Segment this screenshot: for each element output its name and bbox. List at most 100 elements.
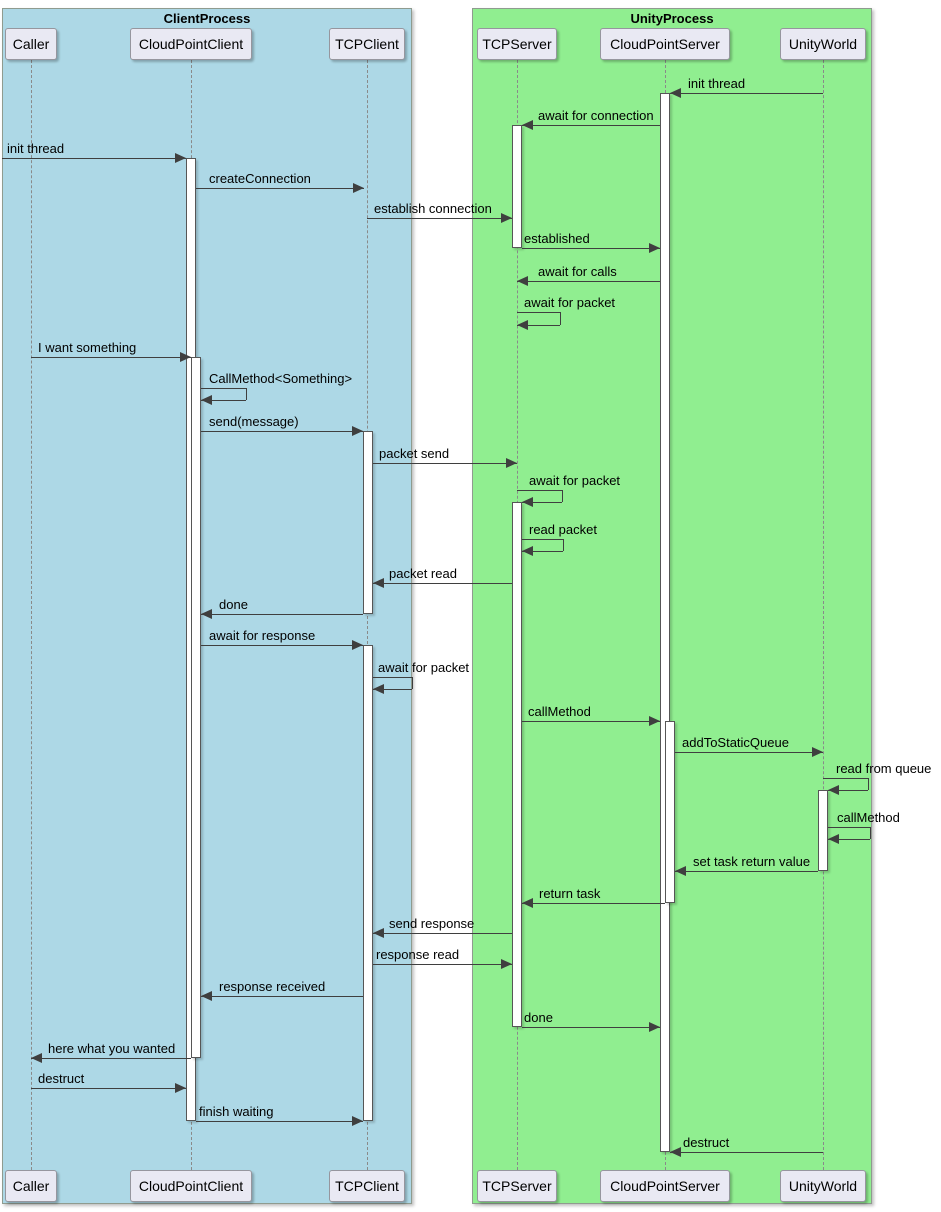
message-label: await for response — [209, 628, 316, 643]
message-label: send response — [389, 916, 475, 931]
message-line — [201, 614, 363, 615]
message-line — [670, 93, 823, 94]
message-label: destruct — [683, 1135, 730, 1150]
activation-bar — [512, 502, 522, 1027]
message-label: established — [524, 231, 590, 246]
message-label: establish connection — [374, 201, 492, 216]
process-group-title: ClientProcess — [163, 11, 251, 26]
message-line — [522, 903, 665, 904]
message-line — [201, 431, 363, 432]
message-line — [367, 218, 512, 219]
arrowhead-right-icon — [501, 959, 512, 969]
activation-bar — [818, 790, 828, 871]
message-line — [373, 583, 512, 584]
message-line — [373, 933, 512, 934]
arrowhead-right-icon — [501, 213, 512, 223]
message-label: finish waiting — [199, 1104, 274, 1119]
arrowhead-left-icon — [201, 991, 212, 1001]
message-label: callMethod — [528, 704, 591, 719]
arrowhead-left-icon — [675, 866, 686, 876]
participant-caller-top: Caller — [5, 28, 57, 60]
arrowhead-left-icon — [522, 898, 533, 908]
message-label: send(message) — [209, 414, 299, 429]
arrowhead-left-icon — [670, 88, 681, 98]
message-line — [196, 1121, 363, 1122]
participant-cloudpointserver-top: CloudPointServer — [600, 28, 730, 60]
message-label: set task return value — [693, 854, 811, 869]
message-label: createConnection — [209, 171, 311, 186]
process-group-title: UnityProcess — [630, 11, 714, 26]
self-message-label: CallMethod<Something> — [209, 371, 353, 386]
self-message-label: read from queue — [836, 761, 932, 776]
arrowhead-right-icon — [506, 458, 517, 468]
message-line — [522, 248, 660, 249]
message-line — [670, 1152, 823, 1153]
arrowhead-left-icon — [373, 684, 384, 694]
message-line — [201, 996, 363, 997]
self-message-right-line — [246, 388, 247, 400]
self-message-right-line — [412, 677, 413, 689]
message-line — [196, 188, 364, 189]
message-label: response received — [219, 979, 326, 994]
self-message-right-line — [562, 490, 563, 502]
arrowhead-left-icon — [373, 928, 384, 938]
message-line — [373, 964, 512, 965]
arrowhead-right-icon — [175, 153, 186, 163]
arrowhead-right-icon — [353, 183, 364, 193]
self-message-right-line — [870, 827, 871, 839]
message-line — [373, 463, 517, 464]
self-message-bottom-line — [828, 839, 870, 840]
arrowhead-left-icon — [522, 546, 533, 556]
arrowhead-left-icon — [522, 497, 533, 507]
message-line — [517, 281, 660, 282]
arrowhead-left-icon — [373, 578, 384, 588]
message-label: addToStaticQueue — [682, 735, 789, 750]
self-message-label: await for packet — [529, 473, 621, 488]
message-label: destruct — [38, 1071, 85, 1086]
arrowhead-left-icon — [31, 1053, 42, 1063]
message-line — [201, 645, 363, 646]
participant-cloudpointclient-bottom: CloudPointClient — [130, 1170, 252, 1202]
activation-bar — [512, 125, 522, 248]
message-label: done — [524, 1010, 553, 1025]
self-message-bottom-line — [522, 502, 562, 503]
self-message-top-line — [823, 778, 868, 779]
message-line — [675, 871, 818, 872]
arrowhead-right-icon — [649, 243, 660, 253]
arrowhead-left-icon — [522, 120, 533, 130]
arrowhead-left-icon — [201, 395, 212, 405]
activation-bar — [665, 721, 675, 903]
participant-unityworld-top: UnityWorld — [780, 28, 866, 60]
message-line — [31, 1058, 191, 1059]
self-message-right-line — [868, 778, 869, 790]
message-line — [522, 721, 660, 722]
arrowhead-right-icon — [352, 1116, 363, 1126]
self-message-bottom-line — [828, 790, 868, 791]
process-group-clientprocess — [2, 8, 412, 1204]
arrowhead-right-icon — [352, 426, 363, 436]
message-label: await for connection — [538, 108, 654, 123]
self-message-bottom-line — [517, 325, 560, 326]
self-message-top-line — [373, 677, 412, 678]
lifeline-unityworld — [823, 60, 824, 1170]
message-label: packet send — [379, 446, 450, 461]
message-label: packet read — [389, 566, 457, 581]
self-message-label: await for packet — [378, 660, 470, 675]
arrowhead-left-icon — [828, 785, 839, 795]
arrowhead-right-icon — [180, 352, 191, 362]
message-line — [522, 125, 660, 126]
arrowhead-left-icon — [517, 320, 528, 330]
message-label: here what you wanted — [48, 1041, 176, 1056]
message-label: response read — [376, 947, 460, 962]
self-message-bottom-line — [373, 689, 412, 690]
participant-cloudpointclient-top: CloudPointClient — [130, 28, 252, 60]
arrowhead-right-icon — [812, 747, 823, 757]
self-message-top-line — [201, 388, 246, 389]
self-message-right-line — [563, 539, 564, 551]
activation-bar — [191, 357, 201, 1058]
participant-caller-bottom: Caller — [5, 1170, 57, 1202]
activation-bar — [363, 431, 373, 614]
arrowhead-left-icon — [670, 1147, 681, 1157]
message-label: init thread — [688, 76, 746, 91]
self-message-top-line — [828, 827, 870, 828]
